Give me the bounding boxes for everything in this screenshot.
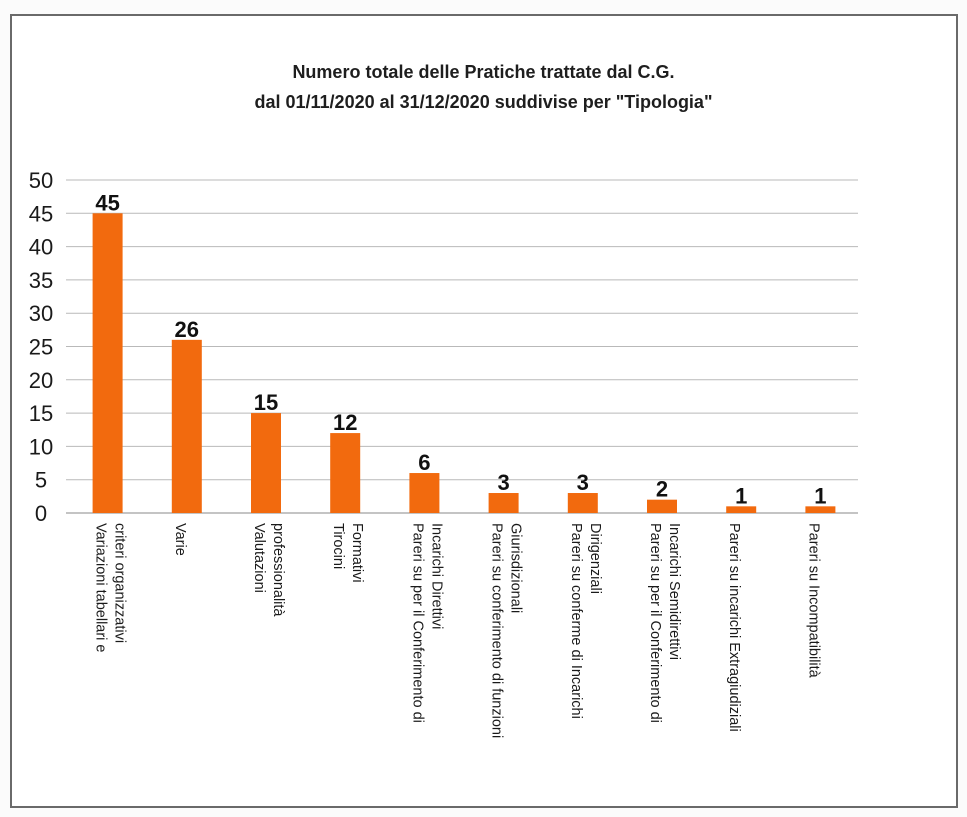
x-tick-label: Pareri su Incompatibilità xyxy=(805,523,821,679)
chart-frame xyxy=(10,14,958,808)
bar xyxy=(251,413,281,513)
x-tick-label: Pareri su per il Conferimento di Incarich… xyxy=(409,523,444,723)
data-label: 45 xyxy=(95,190,119,215)
bar xyxy=(805,506,836,513)
y-tick-label: 35 xyxy=(29,268,53,293)
x-tick-label-line: Pareri su Incompatibilità xyxy=(805,523,821,679)
x-tick-label-line: Pareri su incarichi Extragiudiziali xyxy=(726,523,742,732)
x-tick-label-line: Dirigenziali xyxy=(587,523,603,594)
y-tick-label: 40 xyxy=(29,235,53,260)
x-tick-label-line: Valutazioni xyxy=(251,523,267,593)
x-tick-label-line: Pareri su conferimento di funzioni xyxy=(489,523,505,738)
bar xyxy=(171,339,202,513)
x-tick-label-line: Incarichi Direttivi xyxy=(428,523,444,629)
x-tick-label: Tirocini Formativi xyxy=(330,523,365,583)
bar xyxy=(330,433,361,513)
x-tick-label-line: Tirocini xyxy=(330,523,346,569)
data-label: 12 xyxy=(333,410,357,435)
data-label: 15 xyxy=(254,390,278,415)
x-tick-label-line: criteri organizzativi xyxy=(112,523,128,643)
y-tick-label: 20 xyxy=(29,368,53,393)
bar xyxy=(567,493,598,513)
bar xyxy=(92,213,123,514)
data-label: 1 xyxy=(735,483,747,508)
x-tick-label: Pareri su incarichi Extragiudiziali xyxy=(726,523,742,732)
x-tick-label: Pareri su per il Conferimento di Incarich… xyxy=(647,523,682,723)
data-label: 3 xyxy=(577,470,589,495)
x-tick-label: Varie xyxy=(172,523,188,556)
y-tick-label: 5 xyxy=(35,468,47,493)
x-tick-label-line: Varie xyxy=(172,523,188,556)
x-tick-label: Pareri su conferimento di funzioni Giuris… xyxy=(489,523,524,738)
bar xyxy=(647,499,677,513)
data-label: 26 xyxy=(175,317,199,342)
y-tick-label: 10 xyxy=(29,434,53,459)
x-tick-label-line: Incarichi Semidirettivi xyxy=(666,523,682,660)
y-tick-label: 0 xyxy=(35,501,47,526)
x-tick-label-line: Formativi xyxy=(349,523,365,583)
data-label: 2 xyxy=(656,477,668,502)
bar xyxy=(409,473,440,513)
x-tick-label-line: Giurisdizionali xyxy=(508,523,524,613)
x-tick-label: Pareri su conferme di Incarichi Dirigenzi… xyxy=(568,523,603,719)
y-tick-label: 45 xyxy=(29,201,53,226)
y-tick-label: 30 xyxy=(29,301,53,326)
y-tick-label: 25 xyxy=(29,335,53,360)
y-tick-label: 50 xyxy=(29,168,53,193)
x-tick-label: Variazioni tabellari e criteri organizzat… xyxy=(93,523,128,653)
x-tick-label-line: Pareri su conferme di Incarichi xyxy=(568,523,584,719)
chart-subtitle: dal 01/11/2020 al 31/12/2020 suddivise p… xyxy=(254,92,713,112)
x-tick-label: Valutazioni professionalità xyxy=(251,523,286,617)
x-tick-label-line: professionalità xyxy=(270,523,286,617)
x-tick-label-line: Variazioni tabellari e xyxy=(93,523,109,653)
bar xyxy=(488,493,519,513)
data-label: 3 xyxy=(497,470,509,495)
bar xyxy=(726,506,757,513)
chart-title: Numero totale delle Pratiche trattate da… xyxy=(292,62,675,82)
y-tick-label: 15 xyxy=(29,401,53,426)
x-tick-label-line: Pareri su per il Conferimento di xyxy=(409,523,425,723)
data-label: 1 xyxy=(814,483,826,508)
data-label: 6 xyxy=(418,450,430,475)
x-tick-label-line: Pareri su per il Conferimento di xyxy=(647,523,663,723)
